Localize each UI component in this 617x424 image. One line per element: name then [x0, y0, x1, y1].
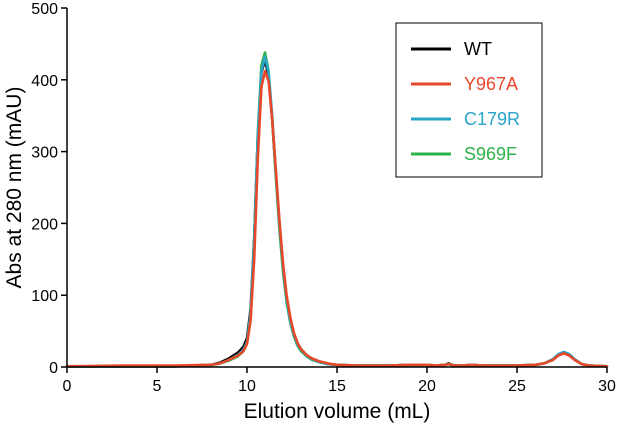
legend-label-wt: WT: [464, 39, 492, 59]
plot-area: [65, 51, 609, 368]
y-tick-label: 300: [31, 145, 58, 162]
legend-box: [395, 22, 543, 178]
x-axis: 0 5 10 15 20 25 30: [63, 366, 616, 395]
y-tick-label: 500: [31, 1, 58, 18]
y-tick-label: 400: [31, 73, 58, 90]
y-tick-label: 0: [49, 360, 58, 377]
x-tick-label: 30: [598, 378, 616, 395]
y-tick-label: 200: [31, 216, 58, 233]
x-tick-label: 10: [238, 378, 256, 395]
x-tick-label: 20: [418, 378, 436, 395]
legend-label-s969f: S969F: [464, 144, 517, 164]
legend-label-y967a: Y967A: [464, 74, 518, 94]
x-axis-title: Elution volume (mL): [244, 400, 431, 423]
x-tick-label: 5: [153, 378, 162, 395]
x-tick-label: 25: [508, 378, 526, 395]
legend-label-c179r: C179R: [464, 109, 520, 129]
x-tick-label: 15: [328, 378, 346, 395]
x-tick-label: 0: [63, 378, 72, 395]
y-axis: 0 100 200 300 400 500: [31, 1, 68, 377]
y-axis-title: Abs at 280 nm (mAU): [3, 87, 26, 289]
legend: WT Y967A C179R S969F: [395, 22, 543, 178]
series-line-y967a: [65, 69, 609, 368]
y-tick-label: 100: [31, 288, 58, 305]
